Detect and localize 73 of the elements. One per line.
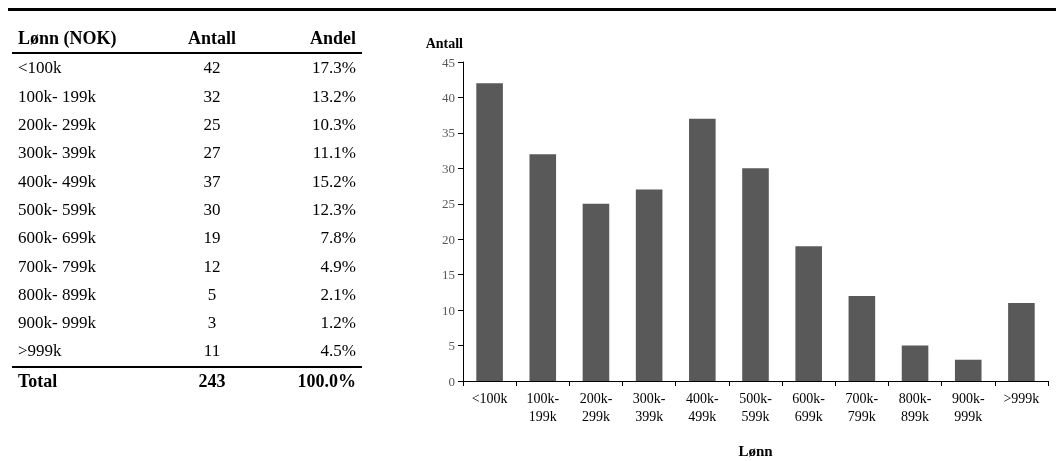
category-label: 600k- 699k (17, 227, 97, 250)
data-label: 37 (202, 170, 222, 193)
x-tick-label: 200k-299k (579, 390, 613, 424)
x-tick-label: 800k-899k (898, 390, 932, 424)
data-label: 11.1% (311, 142, 357, 165)
data-label: 19 (202, 227, 222, 250)
text: Lønn (NOK) (17, 26, 118, 50)
data-label: 13.2% (311, 85, 357, 108)
category-label: >999k (17, 340, 63, 363)
y-tick-label: 25 (442, 196, 455, 212)
bar (582, 203, 610, 381)
x-tick-label: 400k-499k (685, 390, 719, 424)
bar (848, 295, 876, 381)
x-tick-label: 900k-999k (951, 390, 985, 424)
bar (742, 168, 769, 381)
x-tick-label: 500k-599k (739, 390, 773, 424)
text: Total (17, 370, 59, 394)
category-label: 200k- 299k (17, 114, 97, 137)
data-label: 12 (202, 255, 222, 278)
category-label: <100k (17, 57, 63, 80)
bar (954, 359, 982, 381)
bar (901, 345, 929, 381)
bar (795, 246, 822, 381)
y-tick-label: 20 (442, 231, 455, 247)
data-label: 30 (202, 198, 222, 221)
data-label: 42 (202, 57, 222, 80)
y-tick-label: 5 (448, 338, 455, 354)
text: Antall (187, 26, 237, 50)
bar (635, 189, 663, 381)
data-label: 5 (206, 283, 218, 306)
y-tick-label: 30 (442, 160, 455, 176)
category-label: 400k- 499k (17, 170, 97, 193)
category-label: 500k- 599k (17, 198, 97, 221)
category-label: 800k- 899k (17, 283, 97, 306)
data-label: 11 (202, 340, 222, 363)
data-label: 2.1% (319, 283, 357, 306)
data-label: 32 (202, 85, 222, 108)
y-tick-label: 0 (448, 373, 455, 389)
data-label: 25 (202, 114, 222, 137)
data-label: 27 (202, 142, 222, 165)
x-tick-label: <100k (471, 390, 508, 406)
x-tick-label: 600k-699k (792, 390, 826, 424)
data-label: 1.2% (319, 312, 357, 335)
y-tick-label: 35 (442, 125, 455, 141)
text: 243 (197, 370, 227, 394)
x-tick-label: 700k-799k (845, 390, 879, 424)
bar (1008, 303, 1035, 381)
y-tick-label: 40 (442, 89, 455, 105)
data-label: 3 (206, 312, 218, 335)
x-tick-label: >999k (1003, 390, 1040, 406)
y-tick-label: 10 (442, 302, 455, 318)
category-label: 700k- 799k (17, 255, 97, 278)
x-tick-label: 100k-199k (526, 390, 560, 424)
bar (689, 118, 716, 381)
category-label: 100k- 199k (17, 85, 97, 108)
data-label: 7.8% (319, 227, 357, 250)
data-label: 12.3% (311, 198, 357, 221)
data-label: 4.5% (319, 340, 357, 363)
data-label: 4.9% (319, 255, 357, 278)
text: 100.0% (296, 370, 357, 394)
category-label: 300k- 399k (17, 142, 97, 165)
data-label: 15.2% (311, 170, 357, 193)
category-label: 900k- 999k (17, 312, 97, 335)
bar (476, 83, 503, 381)
y-tick-label: 45 (442, 54, 455, 70)
data-label: 17.3% (311, 57, 357, 80)
text: Andel (309, 26, 357, 50)
data-label: 10.3% (311, 114, 357, 137)
bar (529, 154, 557, 381)
y-tick-label: 15 (442, 267, 455, 283)
x-axis-title: Lønn (738, 442, 774, 459)
y-axis-title: Antall (425, 35, 464, 51)
x-tick-label: 300k-399k (632, 390, 666, 424)
